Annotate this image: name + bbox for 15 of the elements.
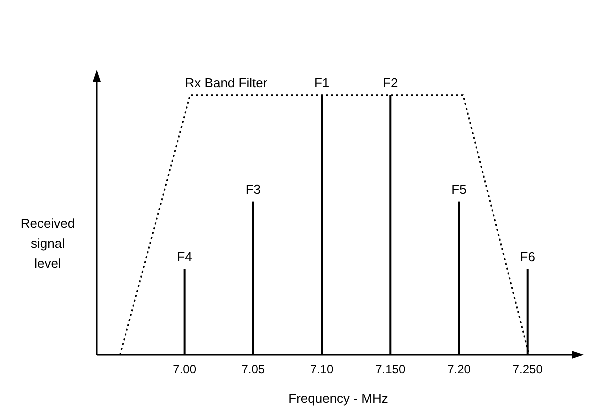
annotation: F5 [452, 182, 467, 197]
x-tick-label: 7.05 [242, 362, 266, 377]
annotation: F3 [246, 182, 262, 197]
x-tick-label: 7.00 [173, 362, 197, 377]
y-axis-title: Received signal level [20, 216, 76, 271]
x-tick-label: 7.250 [512, 362, 544, 377]
x-tick-label: 7.150 [376, 362, 406, 377]
x-axis-title: Frequency - MHz [288, 391, 388, 406]
annotation: F2 [383, 75, 398, 90]
x-tick-label: 7.10 [310, 362, 334, 377]
annotation: F1 [314, 75, 330, 90]
series-label: Rx Band Filter [185, 75, 268, 90]
annotation: F6 [520, 249, 536, 264]
x-tick-label: 7.20 [448, 362, 472, 377]
annotation: F4 [177, 249, 192, 264]
